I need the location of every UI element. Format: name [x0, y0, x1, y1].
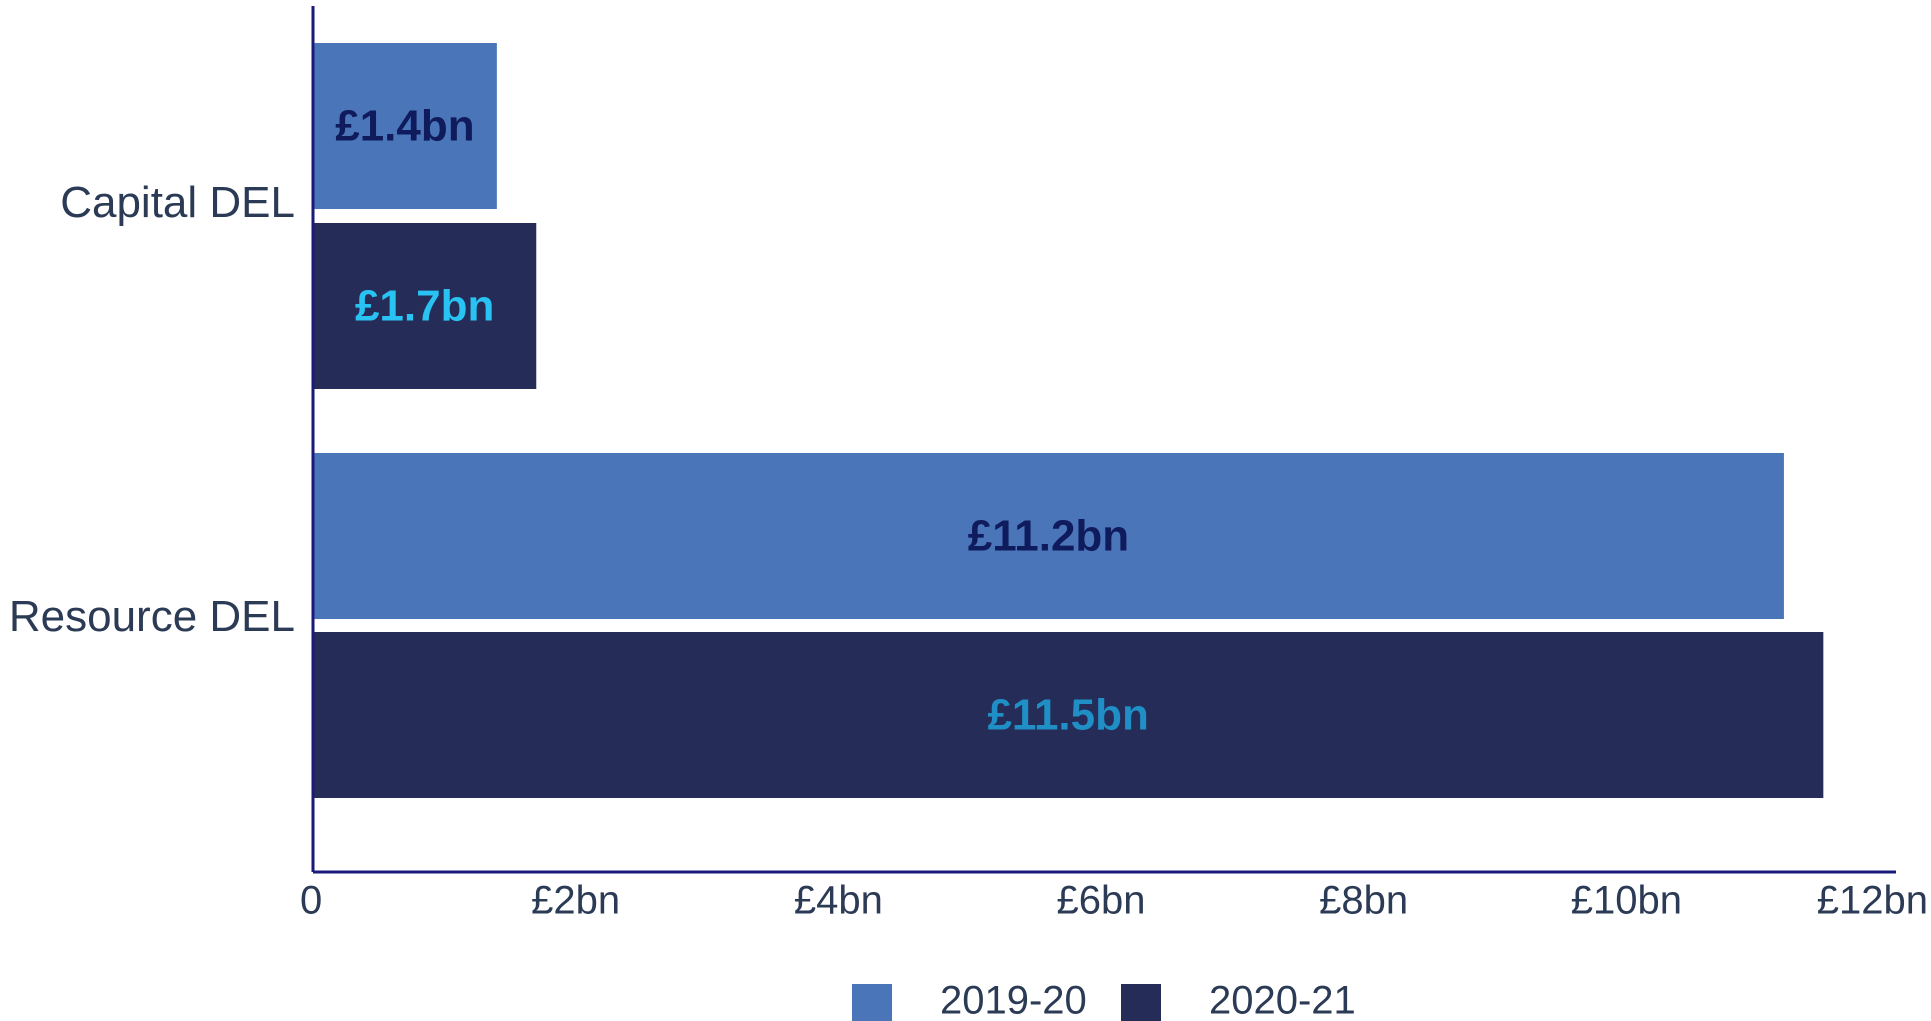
x-tick-label: £10bn	[1571, 879, 1682, 923]
x-tick-label: £12bn	[1817, 879, 1928, 923]
bar-capital-del-2019-20	[313, 43, 497, 209]
category-label: Capital DEL	[60, 178, 295, 227]
x-tick-label: £8bn	[1319, 879, 1408, 923]
legend: 2019-20 2020-21	[852, 979, 1356, 1021]
legend-label: 2020-21	[1209, 979, 1356, 1021]
bar-resource-del-2020-21	[313, 632, 1824, 798]
x-tick-label: 0	[300, 879, 322, 923]
legend-label: 2019-20	[940, 979, 1087, 1021]
axes-layer	[311, 6, 1896, 874]
data-label: £11.2bn	[968, 512, 1129, 561]
x-tick-label: £4bn	[794, 879, 883, 923]
data-label: £11.5bn	[987, 691, 1148, 740]
data-label: £1.7bn	[355, 282, 494, 331]
legend-swatch	[852, 984, 892, 1021]
labels-layer: £1.4bn £1.7bn Capital DEL £11.2bn £11.5bn Res…	[9, 102, 1928, 923]
bars-layer	[313, 43, 1824, 798]
legend-swatch	[1121, 984, 1161, 1021]
bar-resource-del-2019-20	[313, 453, 1784, 619]
x-tick-label: £6bn	[1057, 879, 1146, 923]
x-tick-label: £2bn	[531, 879, 620, 923]
bar-capital-del-2020-21	[313, 223, 537, 389]
data-label: £1.4bn	[335, 102, 474, 151]
category-label: Resource DEL	[9, 592, 295, 641]
